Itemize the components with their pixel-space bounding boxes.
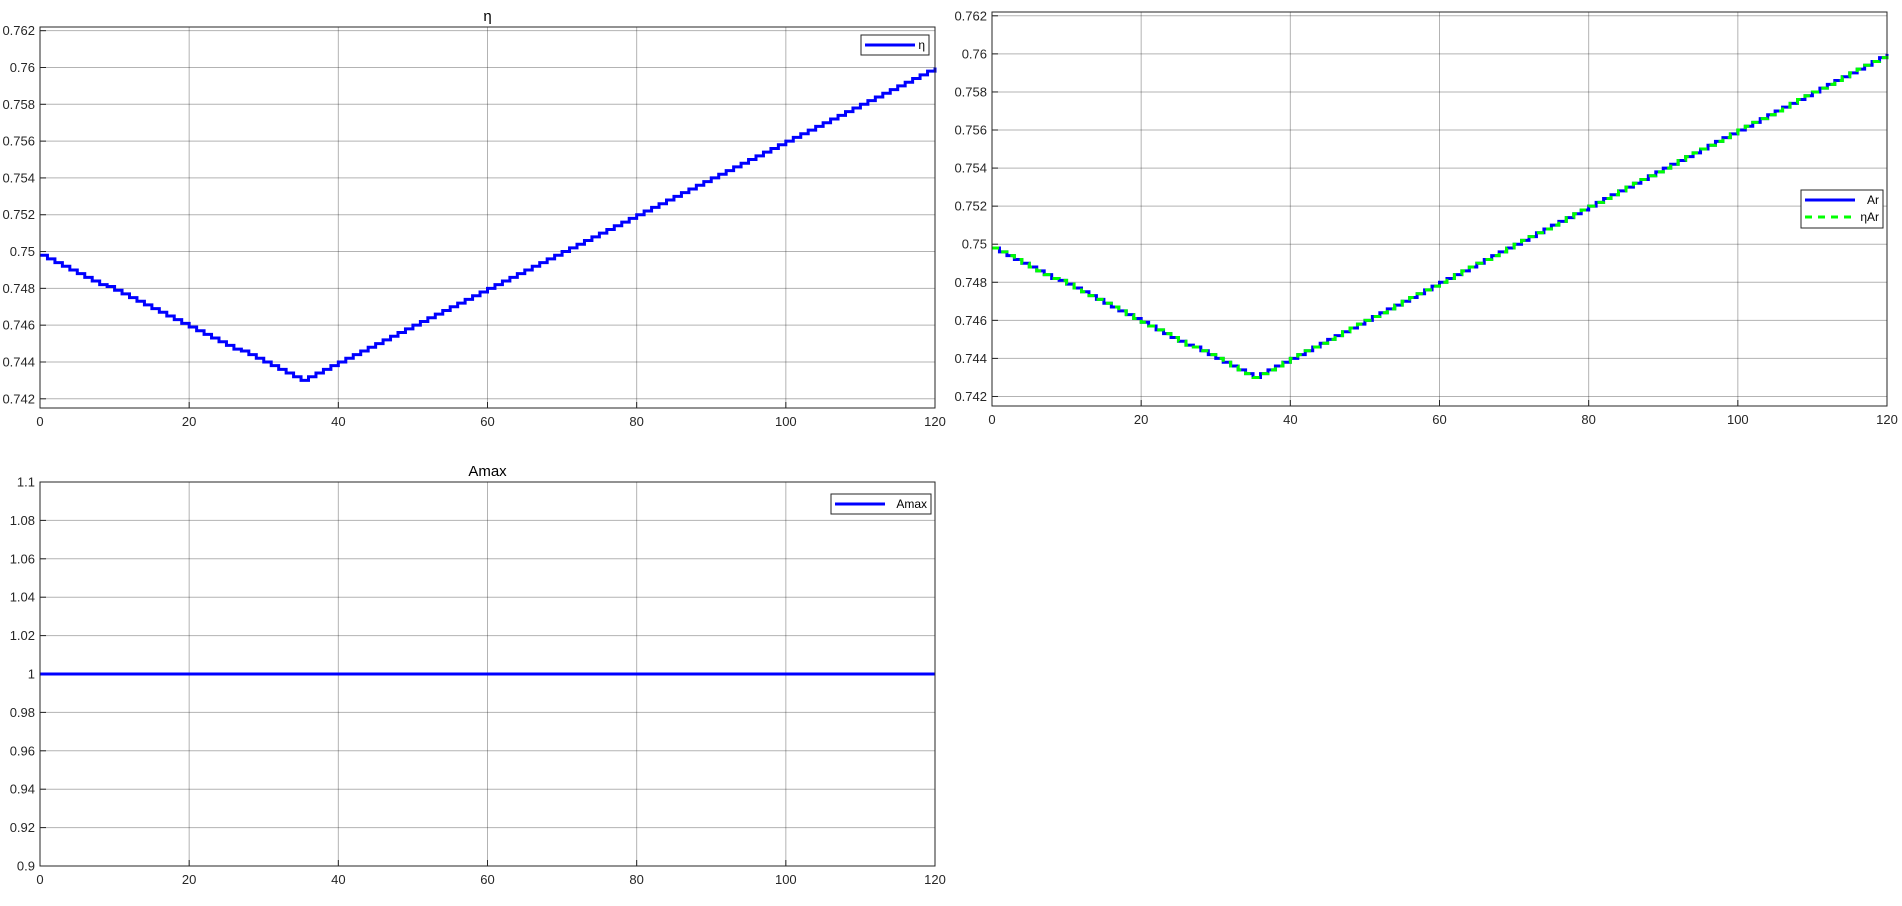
chart-title: Amax — [468, 463, 507, 480]
y-tick-label: 0.96 — [10, 743, 35, 758]
legend-label: Amax — [896, 497, 927, 511]
axes-frame — [39, 481, 936, 867]
series-line-2 — [992, 53, 1889, 379]
legend-box — [1800, 189, 1884, 229]
legend-label: ηAr — [1860, 210, 1879, 224]
legend: Ar ηAr — [1800, 189, 1884, 229]
y-tick-label: 0.748 — [954, 275, 987, 290]
legend: Amax — [830, 493, 932, 515]
y-tick-label: 0.92 — [10, 820, 35, 835]
x-tick-label: 20 — [182, 414, 196, 429]
y-tick-label: 1.08 — [10, 513, 35, 528]
y-tick-label: 0.756 — [954, 123, 987, 138]
x-tick-label: 80 — [629, 872, 643, 887]
x-tick-label: 40 — [331, 414, 345, 429]
x-tick-label: 80 — [1581, 412, 1595, 427]
x-tick-label: 40 — [1283, 412, 1297, 427]
x-tick-label: 40 — [331, 872, 345, 887]
x-tick-label: 60 — [1432, 412, 1446, 427]
y-tick-label: 0.742 — [954, 389, 987, 404]
x-tick-label: 100 — [775, 414, 797, 429]
y-tick-label: 1.06 — [10, 551, 35, 566]
chart-3: 0 20 40 60 80 100 120 0.9 0.92 0.94 0.96 0.98 1 1.02 1… — [10, 463, 946, 887]
legend-label: η — [918, 38, 925, 52]
x-tick-label: 60 — [480, 414, 494, 429]
plot-area — [992, 12, 1887, 406]
legend-label: Ar — [1867, 193, 1879, 207]
y-tick-label: 1.04 — [10, 590, 35, 605]
y-tick-label: 1 — [28, 667, 35, 682]
x-tick-label: 0 — [988, 412, 995, 427]
y-tick-label: 0.758 — [2, 97, 35, 112]
y-tick-label: 1.02 — [10, 628, 35, 643]
y-tick-label: 0.76 — [962, 46, 987, 61]
x-tick-label: 0 — [36, 872, 43, 887]
y-tick-label: 0.98 — [10, 705, 35, 720]
y-tick-label: 0.754 — [954, 161, 987, 176]
y-tick-label: 0.744 — [954, 351, 987, 366]
x-tick-label: 100 — [775, 872, 797, 887]
y-tick-label: 0.762 — [954, 8, 987, 23]
axes-frame — [39, 26, 936, 409]
y-tick-label: 0.756 — [2, 134, 35, 149]
y-tick-label: 0.746 — [2, 318, 35, 333]
x-tick-label: 100 — [1727, 412, 1749, 427]
legend: η — [860, 34, 930, 56]
y-tick-label: 0.75 — [10, 244, 35, 259]
y-tick-label: 0.762 — [2, 23, 35, 38]
y-tick-label: 1.1 — [17, 475, 35, 490]
x-tick-label: 120 — [1876, 412, 1898, 427]
y-tick-label: 0.94 — [10, 782, 35, 797]
x-tick-label: 20 — [1134, 412, 1148, 427]
y-tick-label: 0.742 — [2, 391, 35, 406]
y-tick-label: 0.746 — [954, 313, 987, 328]
x-tick-label: 120 — [924, 414, 946, 429]
y-tick-label: 0.744 — [2, 354, 35, 369]
x-tick-label: 120 — [924, 872, 946, 887]
y-tick-label: 0.748 — [2, 281, 35, 296]
x-tick-label: 20 — [182, 872, 196, 887]
axes-frame — [991, 11, 1888, 407]
y-tick-label: 0.76 — [10, 60, 35, 75]
chart-2: 0 20 40 60 80 100 120 0.742 0.744 0.746 0.748 0.75 0… — [954, 8, 1897, 427]
x-tick-label: 0 — [36, 414, 43, 429]
plot-area — [40, 27, 935, 408]
x-tick-label: 60 — [480, 872, 494, 887]
y-tick-label: 0.754 — [2, 170, 35, 185]
y-tick-label: 0.752 — [954, 199, 987, 214]
y-tick-label: 0.752 — [2, 207, 35, 222]
chart-title: η — [483, 8, 491, 25]
chart-1: 0 20 40 60 80 100 120 0.742 0.744 0.746 0.748 0.75 0… — [2, 8, 945, 429]
x-tick-label: 80 — [629, 414, 643, 429]
y-tick-label: 0.9 — [17, 859, 35, 874]
y-tick-label: 0.75 — [962, 237, 987, 252]
y-tick-label: 0.758 — [954, 84, 987, 99]
series-line-1 — [40, 67, 937, 382]
